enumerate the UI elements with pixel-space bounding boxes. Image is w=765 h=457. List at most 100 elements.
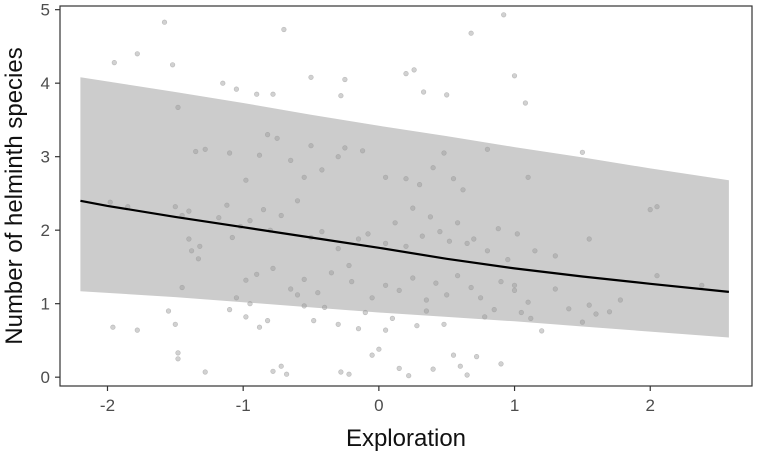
data-point: [243, 177, 249, 183]
data-point: [243, 314, 249, 320]
data-point: [270, 91, 276, 97]
data-point: [383, 282, 389, 288]
data-point: [457, 363, 463, 369]
data-point: [227, 150, 233, 156]
data-point: [514, 231, 520, 237]
data-point: [606, 309, 613, 315]
data-point: [315, 290, 321, 296]
data-point: [270, 265, 276, 272]
data-point: [107, 199, 113, 205]
data-point: [229, 234, 235, 241]
data-point: [430, 165, 436, 171]
data-point: [586, 302, 592, 308]
data-point: [254, 91, 260, 97]
fit-line: [80, 199, 730, 293]
data-point: [308, 143, 314, 149]
data-point: [362, 309, 368, 316]
data-point: [311, 318, 317, 324]
data-point: [586, 236, 592, 242]
data-point: [450, 176, 457, 182]
data-point: [294, 292, 301, 298]
data-point: [471, 236, 477, 242]
data-point: [532, 248, 538, 254]
data-point: [233, 295, 239, 301]
data-point: [111, 59, 117, 66]
data-point: [444, 292, 450, 298]
data-point: [278, 363, 284, 369]
data-point: [528, 315, 534, 322]
data-point: [498, 279, 504, 285]
data-point: [227, 307, 233, 313]
data-point: [322, 304, 328, 311]
data-point: [444, 92, 450, 98]
data-point: [593, 311, 599, 317]
data-point: [411, 67, 417, 73]
data-point: [392, 220, 398, 226]
data-point: [265, 318, 271, 324]
x-tick-label: -1: [236, 396, 251, 415]
data-point: [552, 286, 558, 292]
data-point: [284, 371, 290, 377]
data-point: [403, 176, 409, 182]
data-point: [441, 150, 447, 156]
data-point: [417, 182, 423, 188]
data-point: [501, 12, 507, 18]
data-point: [224, 202, 230, 208]
data-point: [193, 148, 199, 155]
data-point: [256, 324, 263, 330]
data-point: [579, 149, 586, 155]
data-point: [172, 204, 178, 210]
data-point: [455, 220, 461, 226]
data-point: [389, 315, 396, 322]
data-point: [186, 236, 192, 242]
data-point: [552, 253, 558, 259]
data-point: [437, 229, 443, 235]
data-point: [468, 284, 474, 291]
data-point: [186, 208, 192, 214]
y-tick-label: 1: [41, 295, 50, 314]
data-point: [525, 299, 531, 305]
data-point: [301, 276, 307, 283]
data-point: [110, 324, 116, 330]
data-point: [254, 271, 260, 277]
confidence-ribbon-layer: [80, 77, 729, 338]
data-point: [335, 321, 341, 327]
panel-border: [59, 5, 753, 387]
data-point: [335, 154, 341, 160]
data-point: [342, 145, 348, 151]
data-point: [699, 282, 705, 288]
data-point: [360, 148, 366, 154]
data-point: [338, 93, 344, 99]
confidence-ribbon: [80, 77, 729, 338]
y-tick-label: 0: [41, 368, 50, 387]
data-point: [175, 350, 181, 356]
data-point: [464, 240, 470, 246]
data-point: [355, 326, 362, 332]
x-tick-label: 0: [374, 396, 383, 415]
data-point: [346, 371, 352, 377]
data-point: [406, 373, 412, 379]
data-point: [430, 366, 436, 372]
data-point: [256, 152, 263, 158]
data-point: [455, 273, 461, 279]
data-point: [450, 352, 457, 358]
y-axis: 0 1 2 3 4 5: [41, 1, 60, 387]
data-point: [365, 231, 371, 237]
x-tick-label: 1: [510, 396, 519, 415]
data-point: [647, 207, 653, 213]
data-point: [308, 74, 314, 80]
data-point: [294, 198, 301, 204]
data-point: [654, 273, 660, 279]
x-tick-label: -2: [100, 396, 115, 415]
data-point: [247, 218, 253, 224]
data-point: [441, 321, 447, 327]
data-point: [396, 287, 402, 294]
y-tick-label: 3: [41, 148, 50, 167]
fit-line-layer: [80, 199, 730, 293]
data-point: [579, 319, 586, 325]
data-point: [539, 328, 545, 334]
data-point: [433, 280, 439, 286]
data-point: [654, 204, 660, 210]
data-point: [288, 157, 294, 163]
